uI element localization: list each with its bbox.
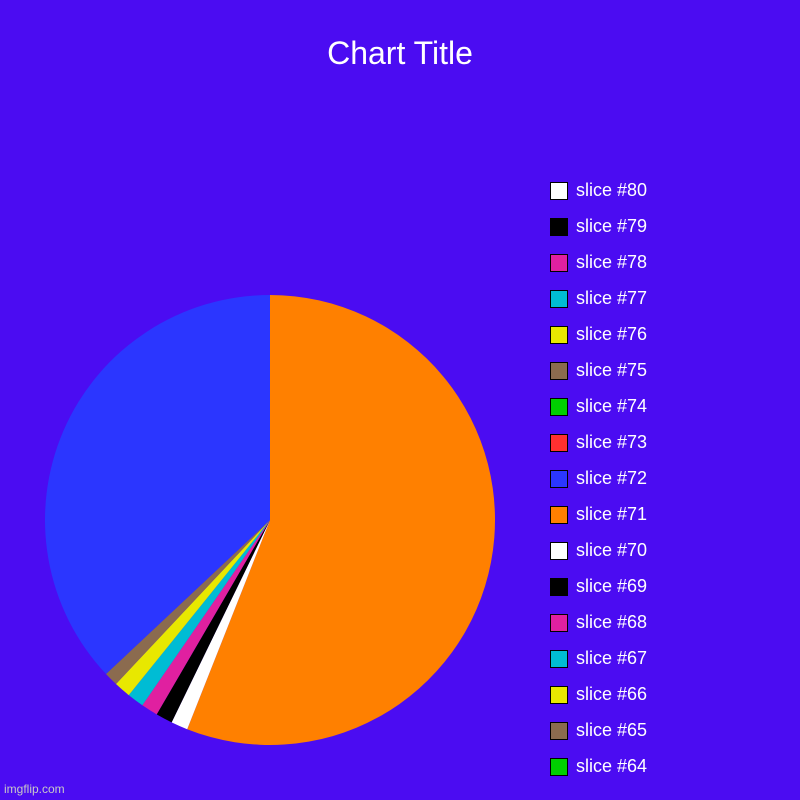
legend-swatch [550,614,568,632]
legend-label: slice #70 [576,540,647,561]
legend-item: slice #66 [550,684,647,705]
legend-swatch [550,398,568,416]
legend-label: slice #78 [576,252,647,273]
legend-item: slice #71 [550,504,647,525]
legend-swatch [550,686,568,704]
legend-item: slice #70 [550,540,647,561]
legend-label: slice #71 [576,504,647,525]
legend-item: slice #77 [550,288,647,309]
legend-label: slice #76 [576,324,647,345]
chart-title: Chart Title [0,35,800,72]
legend-item: slice #78 [550,252,647,273]
legend-item: slice #73 [550,432,647,453]
legend-item: slice #74 [550,396,647,417]
pie-svg [40,290,500,750]
legend-label: slice #65 [576,720,647,741]
watermark: imgflip.com [4,782,65,796]
legend-item: slice #79 [550,216,647,237]
legend: slice #80 slice #79 slice #78 slice #77 slic… [550,180,647,777]
legend-label: slice #64 [576,756,647,777]
legend-item: slice #75 [550,360,647,381]
legend-swatch [550,542,568,560]
legend-item: slice #67 [550,648,647,669]
legend-label: slice #72 [576,468,647,489]
legend-label: slice #69 [576,576,647,597]
chart-container: Chart Title slice #80slice #79slice #78s… [0,0,800,800]
legend-item: slice #68 [550,612,647,633]
legend-label: slice #73 [576,432,647,453]
legend-swatch [550,650,568,668]
legend-swatch [550,290,568,308]
legend-swatch [550,254,568,272]
legend-label: slice #75 [576,360,647,381]
legend-item: slice #80 [550,180,647,201]
legend-swatch [550,182,568,200]
legend-item: slice #64 [550,756,647,777]
legend-swatch [550,326,568,344]
legend-label: slice #77 [576,288,647,309]
legend-item: slice #72 [550,468,647,489]
legend-label: slice #67 [576,648,647,669]
legend-label: slice #74 [576,396,647,417]
legend-label: slice #79 [576,216,647,237]
legend-swatch [550,362,568,380]
legend-swatch [550,578,568,596]
legend-swatch [550,506,568,524]
legend-swatch [550,470,568,488]
legend-item: slice #65 [550,720,647,741]
legend-label: slice #66 [576,684,647,705]
legend-swatch [550,218,568,236]
legend-label: slice #68 [576,612,647,633]
legend-item: slice #76 [550,324,647,345]
legend-swatch [550,758,568,776]
legend-swatch [550,434,568,452]
pie-chart [40,290,500,750]
legend-item: slice #69 [550,576,647,597]
legend-label: slice #80 [576,180,647,201]
legend-swatch [550,722,568,740]
